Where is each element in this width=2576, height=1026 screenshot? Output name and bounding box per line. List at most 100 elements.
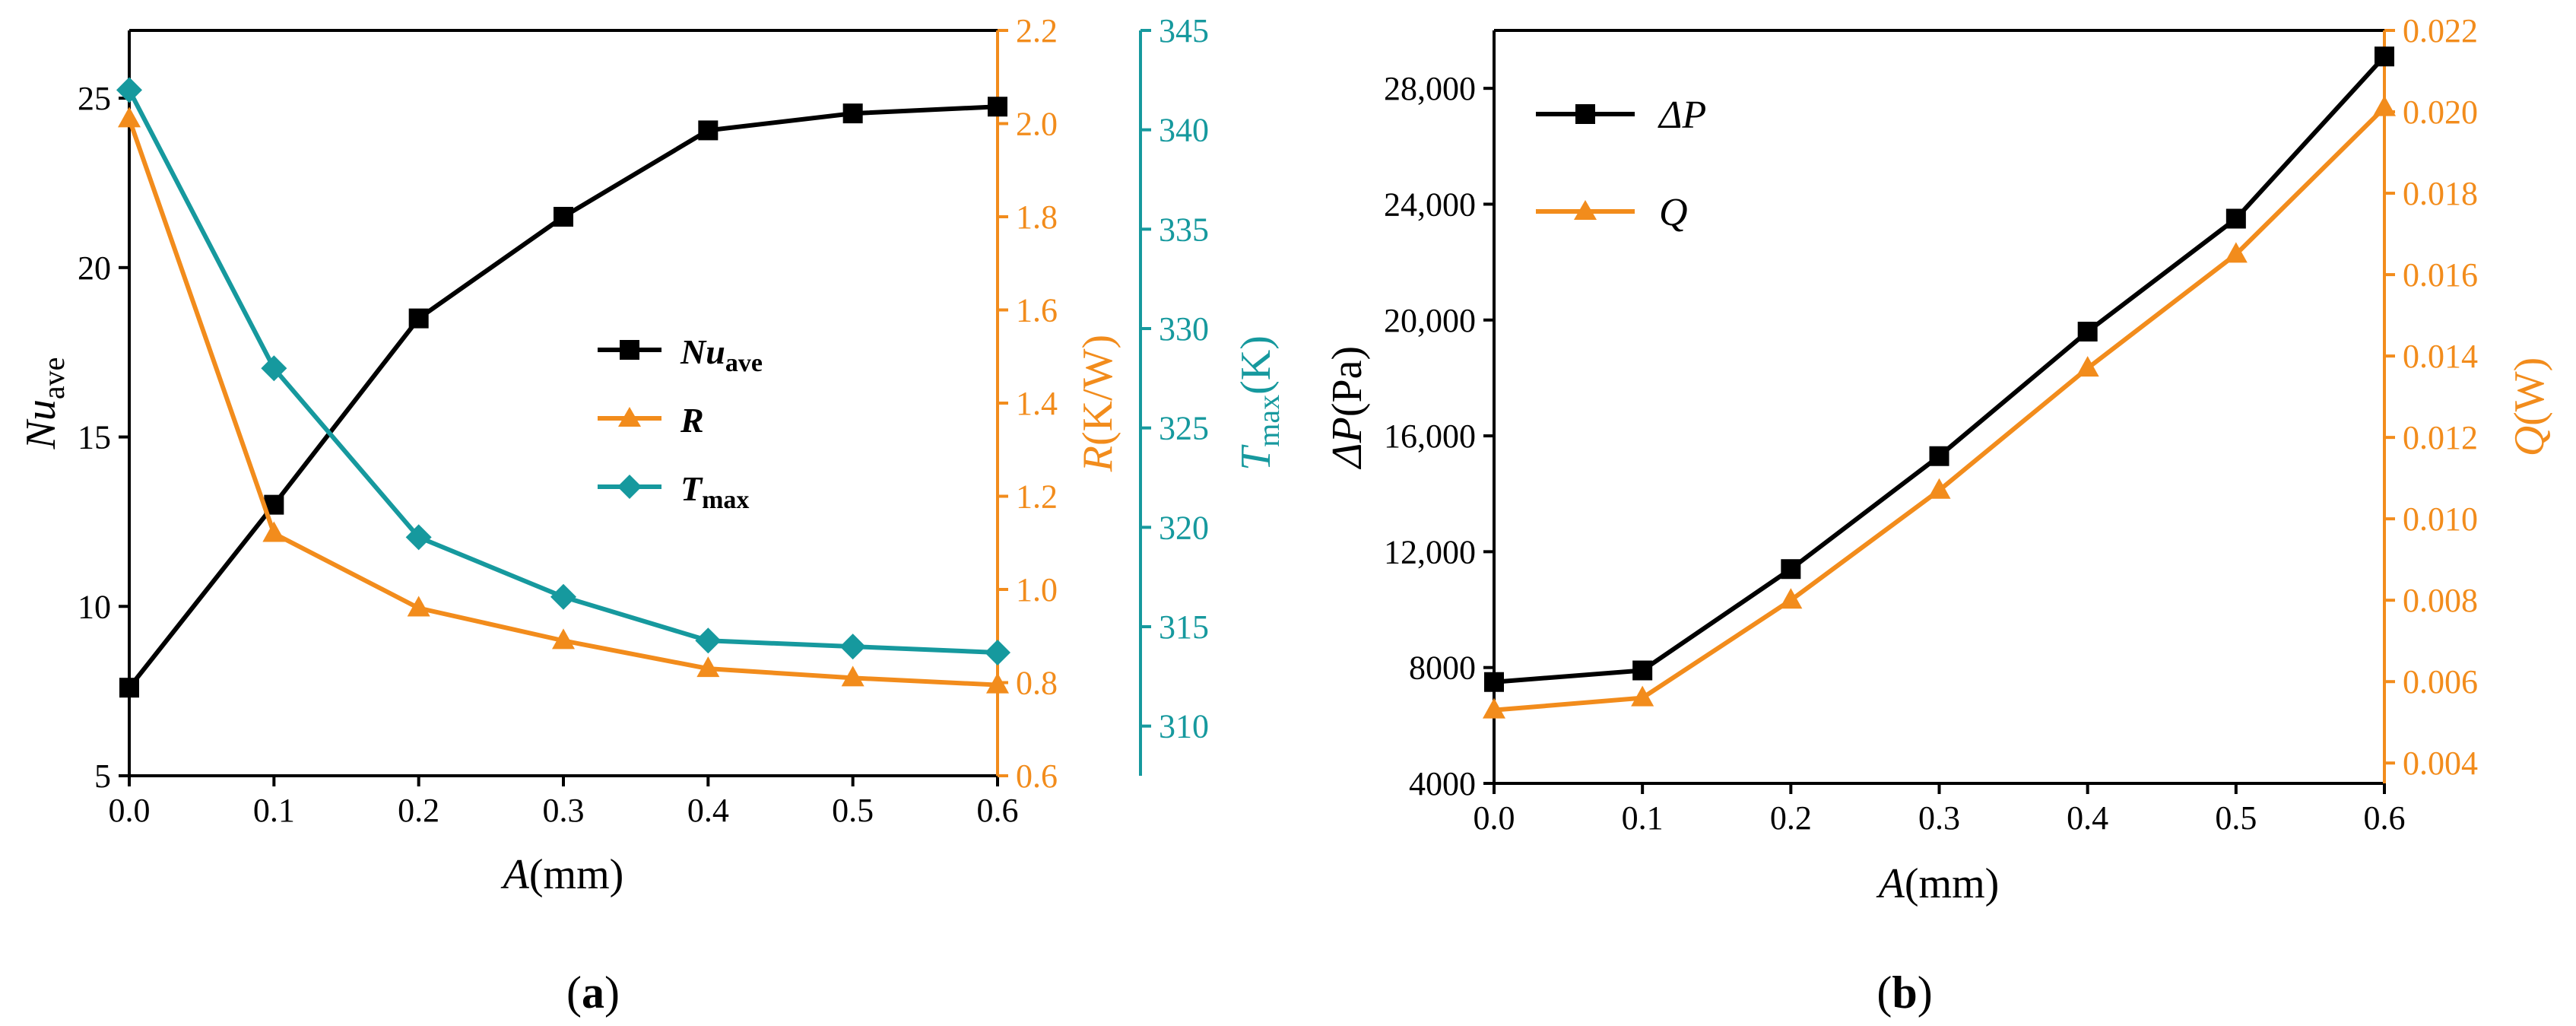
chart-b-series-1-point-2 (1779, 588, 1803, 609)
y-tick-label: 1.0 (1016, 571, 1058, 608)
y-tick-label: 16,000 (1384, 418, 1476, 455)
y-tick-label: 28,000 (1384, 70, 1476, 107)
chart-a-series-0-point-3 (554, 207, 573, 227)
chart-b-series-1-point-5 (2224, 242, 2248, 263)
chart-a-legend: Nuave R Tmax (598, 332, 763, 514)
chart-b-series-1-line (1493, 106, 2387, 713)
x-tick-label: 0.3 (1918, 799, 1960, 837)
y-tick-label: 20,000 (1384, 302, 1476, 339)
chart-a-series-2-point-3 (550, 583, 576, 610)
y-tick-label: 4000 (1409, 765, 1476, 802)
chart-a-series-0-point-5 (842, 103, 863, 124)
legend-marker-square (620, 340, 639, 360)
y-tick-label: 2.0 (1016, 106, 1058, 143)
x-tick-label: 0.1 (1622, 799, 1664, 837)
chart-b-legend: ΔP Q (1536, 94, 1706, 234)
chart-a-series-0-point-4 (698, 120, 719, 141)
chart-a-series-1 (118, 106, 1009, 694)
y-tick-label: 20 (78, 249, 111, 287)
chart-a-series (116, 77, 1010, 698)
chart-a-tmax-ticks: 310 315 320 325 330 335 340 345 (1140, 12, 1209, 745)
y-tick-label: 1.4 (1016, 385, 1058, 422)
chart-a-series-1-point-0 (118, 106, 141, 128)
x-tick-label: 0.6 (2364, 799, 2406, 837)
x-tick-label: 0.4 (2067, 799, 2108, 837)
y-tick-label: 2.2 (1016, 12, 1058, 49)
x-tick-label: 0.2 (1770, 799, 1812, 837)
chart-a-series-1-point-6 (986, 672, 1009, 694)
x-tick-label: 0.1 (253, 792, 295, 829)
chart-b-left-ticks: 4000 8000 12,000 16,000 20,000 24,000 28,000 (1384, 70, 1494, 802)
chart-a-series-2-point-6 (985, 639, 1010, 665)
chart-a-r-ticks: 0.6 0.8 1.0 1.2 1.4 1.6 1.8 2.0 2.2 (998, 12, 1058, 795)
legend-item-q: Q (1536, 191, 1688, 234)
legend-marker-square (1575, 104, 1595, 124)
y-tick-label: 0.012 (2403, 419, 2478, 456)
chart-b-series-0-line (1493, 55, 2387, 685)
y-tick-label: 10 (78, 588, 111, 625)
y-tick-label: 320 (1159, 509, 1209, 546)
chart-a-series-2 (116, 77, 1010, 665)
y-tick-label: 8000 (1409, 650, 1476, 687)
x-tick-label: 0.0 (1474, 799, 1515, 837)
y-tick-label: 0.018 (2403, 175, 2478, 212)
y-tick-label: 310 (1159, 708, 1209, 745)
x-tick-label: 0.0 (109, 792, 151, 829)
chart-a: 0.0 0.1 0.2 0.3 0.4 0.5 0.6 5 10 15 20 25 0.6 0.8 1.… (17, 12, 1286, 1018)
chart-b: 0.0 0.1 0.2 0.3 0.4 0.5 0.6 4000 8000 12,000 16,0… (1324, 12, 2553, 1018)
chart-b-series-0-point-1 (1632, 660, 1653, 681)
legend-item-tmax: Tmax (598, 469, 749, 514)
legend-item-dp: ΔP (1536, 94, 1706, 137)
chart-a-series-2-point-2 (405, 524, 432, 551)
chart-b-series-1-point-3 (1927, 478, 1951, 499)
y-tick-label: 5 (94, 758, 111, 795)
legend-marker-triangle (618, 407, 641, 427)
y-tick-label: 0.010 (2403, 500, 2478, 538)
y-tick-label: 330 (1159, 310, 1209, 348)
chart-b-series-0 (1484, 46, 2394, 692)
chart-a-x-ticks: 0.0 0.1 0.2 0.3 0.4 0.5 0.6 (109, 776, 1019, 829)
chart-b-series-0-point-4 (2077, 322, 2098, 341)
legend-marker-diamond (617, 475, 642, 499)
y-tick-label: 24,000 (1384, 186, 1476, 223)
y-tick-label: 0.008 (2403, 582, 2478, 619)
chart-a-r-axis-title: R(K/W) (1074, 335, 1121, 472)
chart-b-x-ticks: 0.0 0.1 0.2 0.3 0.4 0.5 0.6 (1474, 783, 2406, 837)
chart-b-series-1-point-4 (2076, 356, 2099, 377)
chart-a-series-1-point-5 (841, 665, 864, 687)
legend-item-r: R (598, 401, 704, 440)
chart-b-series-0-point-0 (1484, 672, 1504, 692)
chart-b-series-1 (1483, 95, 2396, 719)
chart-a-tmax-axis-title: Tmax(K) (1232, 335, 1286, 471)
y-tick-label: 0.6 (1016, 758, 1058, 795)
chart-a-series-1-point-1 (262, 521, 286, 542)
y-tick-label: 0.020 (2403, 94, 2478, 131)
chart-a-left-axis-title: Nuave (17, 357, 71, 450)
chart-b-series-0-point-2 (1781, 559, 1801, 580)
chart-b-right-ticks: 0.004 0.006 0.008 0.010 0.012 0.014 0.016 0.018… (2384, 12, 2478, 782)
y-tick-label: 0.014 (2403, 338, 2478, 375)
y-tick-label: 325 (1159, 410, 1209, 447)
chart-a-series-1-point-4 (696, 656, 720, 678)
chart-a-series-2-point-5 (839, 634, 866, 660)
chart-b-series-0-point-6 (2375, 46, 2394, 67)
chart-b-series-0-point-3 (1929, 446, 1949, 466)
chart-b-series-0-point-5 (2225, 208, 2246, 229)
chart-a-series-2-line (127, 89, 998, 655)
x-tick-label: 0.4 (687, 792, 729, 829)
y-tick-label: 0.006 (2403, 663, 2478, 700)
y-tick-label: 15 (78, 419, 111, 456)
chart-a-series-2-point-4 (695, 627, 722, 654)
x-tick-label: 0.3 (543, 792, 585, 829)
chart-a-left-ticks: 5 10 15 20 25 (78, 80, 129, 795)
chart-b-right-axis-title: Q(W) (2506, 357, 2553, 457)
y-tick-label: 315 (1159, 608, 1209, 646)
chart-a-x-axis-title: A(mm) (500, 851, 624, 898)
legend-marker-triangle (1574, 200, 1597, 220)
y-tick-label: 340 (1159, 112, 1209, 149)
chart-a-series-0-point-0 (119, 678, 139, 698)
legend-label-tmax: Tmax (680, 469, 749, 514)
chart-a-series-0-point-2 (408, 308, 429, 329)
legend-label-q: Q (1659, 191, 1688, 234)
